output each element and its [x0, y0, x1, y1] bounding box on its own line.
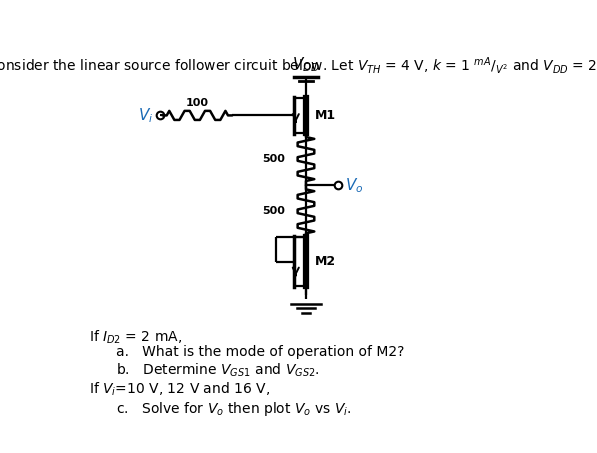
Text: 100: 100	[186, 98, 209, 108]
Text: Consider the linear source follower circuit below. Let $V_{TH}$ = 4 V, $k$ = 1 $: Consider the linear source follower circ…	[0, 55, 597, 77]
Text: M1: M1	[315, 109, 336, 122]
Text: 500: 500	[262, 206, 285, 217]
Text: $V_{DD}$: $V_{DD}$	[292, 55, 320, 73]
Text: c.   Solve for $V_o$ then plot $V_o$ vs $V_i$.: c. Solve for $V_o$ then plot $V_o$ vs $V…	[116, 400, 352, 418]
Text: If $I_{D2}$ = 2 mA,: If $I_{D2}$ = 2 mA,	[88, 328, 181, 346]
Text: $V_o$: $V_o$	[345, 176, 364, 194]
Text: M2: M2	[315, 255, 336, 268]
Text: a.   What is the mode of operation of M2?: a. What is the mode of operation of M2?	[116, 345, 405, 359]
Text: b.   Determine $V_{GS1}$ and $V_{GS2}$.: b. Determine $V_{GS1}$ and $V_{GS2}$.	[116, 361, 320, 379]
Text: 500: 500	[262, 154, 285, 164]
Text: $V_i$: $V_i$	[138, 106, 153, 125]
Text: If $V_i$=10 V, 12 V and 16 V,: If $V_i$=10 V, 12 V and 16 V,	[88, 381, 269, 398]
